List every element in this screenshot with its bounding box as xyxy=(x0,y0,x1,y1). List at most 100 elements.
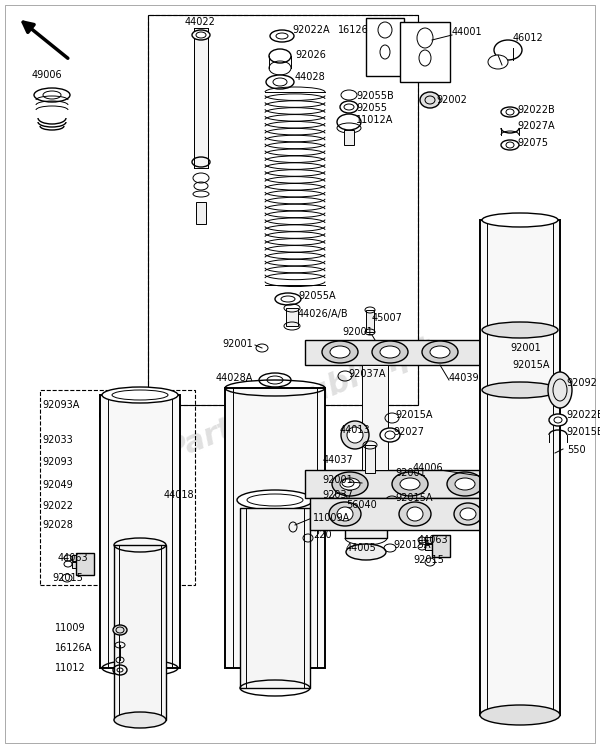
Text: 44028A: 44028A xyxy=(215,373,253,383)
Ellipse shape xyxy=(107,498,163,518)
Text: 92022B: 92022B xyxy=(517,105,555,115)
Ellipse shape xyxy=(454,503,482,525)
Bar xyxy=(114,545,166,720)
Bar xyxy=(225,388,325,668)
Text: 44006: 44006 xyxy=(413,463,443,473)
Bar xyxy=(148,15,418,405)
Text: 92001: 92001 xyxy=(342,327,373,337)
Text: 49006: 49006 xyxy=(32,70,62,80)
Polygon shape xyxy=(100,445,170,455)
Bar xyxy=(76,553,94,575)
Bar xyxy=(480,220,560,715)
Text: 11009A: 11009A xyxy=(313,513,350,523)
Text: PartsRepublik.pt: PartsRepublik.pt xyxy=(162,333,438,467)
Ellipse shape xyxy=(337,114,361,130)
Text: 92015B: 92015B xyxy=(566,427,600,437)
Ellipse shape xyxy=(346,544,386,560)
Ellipse shape xyxy=(482,345,498,359)
Ellipse shape xyxy=(102,387,178,403)
Ellipse shape xyxy=(34,88,70,102)
Text: 56040: 56040 xyxy=(346,500,377,510)
Text: 11012: 11012 xyxy=(55,663,86,673)
Polygon shape xyxy=(310,498,500,530)
Text: 92022: 92022 xyxy=(42,501,73,511)
Ellipse shape xyxy=(100,399,170,431)
Bar xyxy=(40,390,195,585)
Ellipse shape xyxy=(400,478,420,490)
Ellipse shape xyxy=(501,107,519,117)
Ellipse shape xyxy=(420,92,440,108)
Text: 44039: 44039 xyxy=(449,373,479,383)
Ellipse shape xyxy=(105,477,165,501)
Text: 44063: 44063 xyxy=(418,535,449,545)
Bar xyxy=(425,544,433,550)
Ellipse shape xyxy=(266,75,294,89)
Ellipse shape xyxy=(337,507,353,521)
Ellipse shape xyxy=(407,507,423,521)
Ellipse shape xyxy=(329,502,361,526)
Ellipse shape xyxy=(549,414,567,426)
Text: 92001: 92001 xyxy=(322,475,353,485)
Text: 92092: 92092 xyxy=(566,378,597,388)
Text: 16126: 16126 xyxy=(338,25,369,35)
Bar xyxy=(240,508,310,688)
Ellipse shape xyxy=(102,454,168,482)
Ellipse shape xyxy=(482,322,558,338)
Bar xyxy=(400,22,450,82)
Text: 92026: 92026 xyxy=(295,50,326,60)
Ellipse shape xyxy=(341,421,369,449)
Ellipse shape xyxy=(494,40,522,60)
Ellipse shape xyxy=(380,346,400,358)
Text: 16126A: 16126A xyxy=(55,643,92,653)
Text: 92001: 92001 xyxy=(222,339,253,349)
Bar xyxy=(72,555,80,561)
Ellipse shape xyxy=(392,472,428,496)
Ellipse shape xyxy=(460,508,476,520)
Ellipse shape xyxy=(330,346,350,358)
Bar xyxy=(196,202,206,224)
Ellipse shape xyxy=(372,341,408,363)
Text: 44037: 44037 xyxy=(322,455,353,465)
Ellipse shape xyxy=(269,49,291,63)
Ellipse shape xyxy=(399,502,431,526)
Text: 45007: 45007 xyxy=(372,313,403,323)
Bar xyxy=(344,130,354,145)
Text: 44001: 44001 xyxy=(452,27,482,37)
Text: 92027A: 92027A xyxy=(517,121,554,131)
Ellipse shape xyxy=(482,213,558,227)
Polygon shape xyxy=(305,470,500,498)
Ellipse shape xyxy=(237,490,313,510)
Bar xyxy=(345,488,387,538)
Text: 44018: 44018 xyxy=(163,490,194,500)
Text: 92022A: 92022A xyxy=(292,25,329,35)
Text: 92033: 92033 xyxy=(42,435,73,445)
Ellipse shape xyxy=(192,30,210,40)
Text: 92001: 92001 xyxy=(395,468,426,478)
Ellipse shape xyxy=(340,101,358,113)
Text: 92022B: 92022B xyxy=(566,410,600,420)
Text: 11012A: 11012A xyxy=(356,115,394,125)
Text: 92093: 92093 xyxy=(42,457,73,467)
Text: 92002: 92002 xyxy=(436,95,467,105)
Text: 92049: 92049 xyxy=(42,480,73,490)
Bar xyxy=(72,562,80,568)
Text: 92055B: 92055B xyxy=(356,91,394,101)
Text: 92075: 92075 xyxy=(517,138,548,148)
Text: 92015: 92015 xyxy=(52,573,83,583)
Bar xyxy=(366,310,374,332)
Text: 92093A: 92093A xyxy=(42,400,79,410)
Bar xyxy=(366,18,404,76)
Text: 44028: 44028 xyxy=(295,72,326,82)
Polygon shape xyxy=(305,340,500,365)
Bar xyxy=(100,395,180,668)
Text: 92055A: 92055A xyxy=(298,291,335,301)
Ellipse shape xyxy=(259,373,291,387)
Bar xyxy=(425,537,433,543)
Ellipse shape xyxy=(422,341,458,363)
Text: 46012: 46012 xyxy=(513,33,544,43)
Text: 92028: 92028 xyxy=(42,520,73,530)
Text: 92015A: 92015A xyxy=(395,493,433,503)
Ellipse shape xyxy=(270,30,294,42)
Text: 92055: 92055 xyxy=(356,103,387,113)
Bar xyxy=(362,365,388,470)
